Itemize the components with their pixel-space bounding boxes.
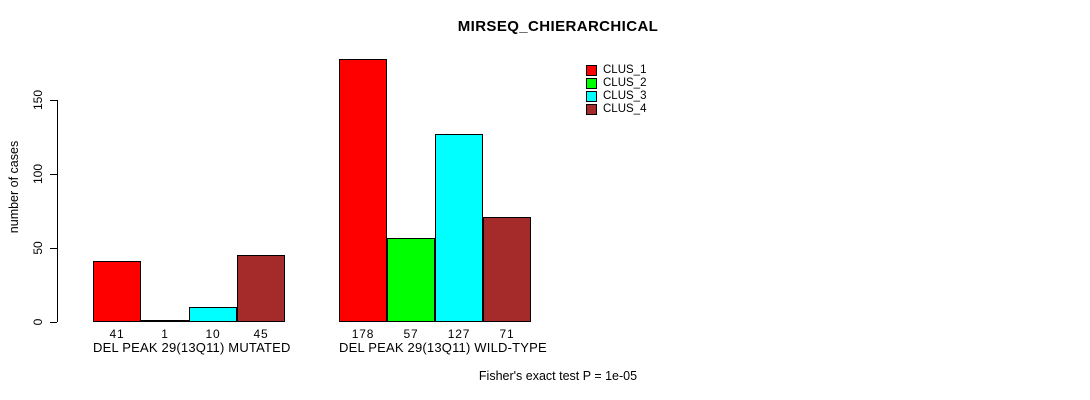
x-category-label: DEL PEAK 29(13Q11) MUTATED bbox=[93, 340, 291, 355]
y-tick-mark bbox=[50, 100, 57, 101]
bar-clus_2-group2 bbox=[387, 238, 435, 322]
bar-clus_4-group1 bbox=[237, 255, 285, 322]
y-tick-mark bbox=[50, 248, 57, 249]
legend-swatch-icon bbox=[586, 91, 597, 102]
bar-clus_2-group1 bbox=[141, 320, 189, 322]
x-category-label: DEL PEAK 29(13Q11) WILD-TYPE bbox=[339, 340, 547, 355]
bar-value-label: 57 bbox=[403, 327, 419, 341]
bar-value-label: 178 bbox=[351, 327, 375, 341]
bar-value-label: 45 bbox=[253, 327, 269, 341]
y-tick-mark bbox=[50, 174, 57, 175]
legend-label: CLUS_1 bbox=[603, 64, 647, 76]
y-tick-label: 100 bbox=[31, 163, 45, 185]
bar-value-label: 127 bbox=[447, 327, 471, 341]
y-tick-label: 50 bbox=[31, 241, 45, 255]
bar-value-label: 1 bbox=[161, 327, 169, 341]
legend: CLUS_1 CLUS_2 CLUS_3 CLUS_4 bbox=[586, 64, 647, 115]
y-axis-line bbox=[57, 100, 58, 322]
legend-row-clus_4: CLUS_4 bbox=[586, 103, 647, 115]
y-axis-title: number of cases bbox=[7, 140, 21, 234]
fisher-test-note: Fisher's exact test P = 1e-05 bbox=[478, 369, 638, 383]
bar-clus_1-group2 bbox=[339, 59, 387, 322]
legend-swatch-icon bbox=[586, 104, 597, 115]
legend-label: CLUS_2 bbox=[603, 77, 647, 89]
legend-label: CLUS_3 bbox=[603, 90, 647, 102]
bar-value-label: 10 bbox=[205, 327, 221, 341]
bar-value-label: 41 bbox=[109, 327, 125, 341]
y-tick-label: 150 bbox=[31, 89, 45, 111]
legend-swatch-icon bbox=[586, 65, 597, 76]
y-tick-label: 0 bbox=[31, 318, 45, 326]
legend-label: CLUS_4 bbox=[603, 103, 647, 115]
legend-swatch-icon bbox=[586, 78, 597, 89]
bar-clus_3-group1 bbox=[189, 307, 237, 322]
legend-row-clus_3: CLUS_3 bbox=[586, 90, 647, 102]
legend-row-clus_1: CLUS_1 bbox=[586, 64, 647, 76]
y-tick-mark bbox=[50, 322, 57, 323]
bar-clus_4-group2 bbox=[483, 217, 531, 322]
chart-title: MIRSEQ_CHIERARCHICAL bbox=[457, 18, 659, 35]
legend-row-clus_2: CLUS_2 bbox=[586, 77, 647, 89]
bar-clus_1-group1 bbox=[93, 261, 141, 322]
bar-value-label: 71 bbox=[499, 327, 515, 341]
bar-clus_3-group2 bbox=[435, 134, 483, 322]
